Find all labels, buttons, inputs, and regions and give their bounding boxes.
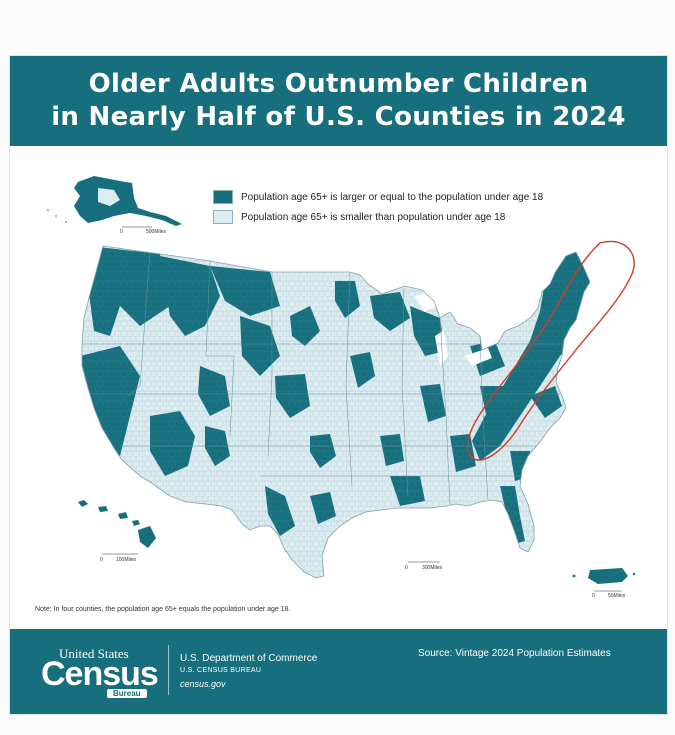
alaska-scale-bar: 0 500Miles: [120, 226, 167, 235]
footer-banner: United States Census Bureau U.S. Departm…: [10, 629, 667, 714]
title-banner: Older Adults Outnumber Children in Nearl…: [10, 56, 667, 146]
conus-scale-zero: 0: [405, 565, 408, 571]
alaska-inset: 0 500Miles: [47, 176, 182, 235]
conus-scale-distance: 300Miles: [422, 565, 443, 571]
puerto-rico-inset: 0 50Miles: [572, 568, 636, 599]
infographic-card: Older Adults Outnumber Children in Nearl…: [9, 55, 668, 715]
legend-label: Population age 65+ is larger or equal to…: [241, 191, 544, 203]
puerto-rico-scale-distance: 50Miles: [608, 593, 626, 599]
alaska-scale-zero: 0: [120, 229, 123, 235]
legend-swatch-light: [213, 210, 233, 224]
title-line-1: Older Adults Outnumber Children: [88, 69, 589, 99]
hawaii-scale-bar: 0 100Miles: [100, 553, 138, 563]
footer-divider: [168, 645, 169, 695]
puerto-rico-scale-bar: 0 50Miles: [592, 590, 626, 599]
map-legend: Population age 65+ is larger or equal to…: [213, 188, 543, 228]
legend-label: Population age 65+ is smaller than popul…: [241, 211, 506, 223]
hawaii-scale-distance: 100Miles: [116, 557, 137, 563]
census-logo-top: United States: [59, 646, 129, 661]
legend-item-65-plus-smaller: Population age 65+ is smaller than popul…: [213, 208, 543, 226]
footnote: Note: In four counties, the population a…: [35, 606, 291, 613]
title-line-2: in Nearly Half of U.S. Counties in 2024: [51, 102, 626, 132]
census-logo-wordmark: Census: [41, 655, 159, 693]
census-logo-bureau: Bureau: [107, 689, 147, 698]
us-county-map: 0 500Miles: [47, 176, 636, 599]
legend-item-65-plus-larger: Population age 65+ is larger or equal to…: [213, 188, 543, 206]
department-name: U.S. Department of Commerce: [180, 653, 318, 664]
legend-swatch-dark: [213, 190, 233, 204]
hawaii-scale-zero: 0: [100, 557, 103, 563]
highlight-circle: [466, 240, 635, 461]
bureau-name: U.S. CENSUS BUREAU: [180, 667, 262, 674]
data-source: Source: Vintage 2024 Population Estimate…: [418, 648, 611, 659]
state-boundaries: [82, 251, 570, 507]
website-link[interactable]: census.gov: [180, 679, 226, 689]
hawaii-inset: 0 100Miles: [78, 500, 156, 563]
puerto-rico-scale-zero: 0: [592, 593, 595, 599]
alaska-scale-distance: 500Miles: [146, 229, 167, 235]
conus-scale-bar: 0 300Miles: [405, 561, 443, 571]
